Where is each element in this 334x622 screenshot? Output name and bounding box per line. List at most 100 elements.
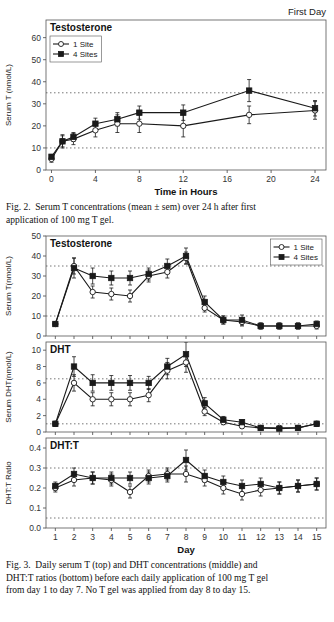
y-tick (43, 37, 46, 38)
error-bar (240, 318, 244, 326)
y-tick (43, 399, 46, 400)
point (258, 323, 263, 328)
error-bar (53, 421, 57, 426)
point (137, 121, 142, 126)
x-tick-label: 0 (49, 174, 54, 184)
error-bar (91, 472, 95, 484)
y-tick (43, 256, 46, 257)
point (202, 473, 207, 478)
x-tick-label: 8 (184, 532, 189, 542)
legend-label: 4 Sites (294, 253, 318, 262)
reference-line (46, 316, 326, 317)
x-tick (55, 528, 56, 531)
x-tick (55, 336, 56, 339)
point (239, 317, 244, 322)
x-tick (316, 336, 317, 339)
point (314, 481, 319, 486)
point (60, 139, 65, 144)
y-tick (43, 382, 46, 383)
legend-label: 4 Sites (73, 50, 97, 59)
x-tick (92, 336, 93, 339)
x-tick (242, 432, 243, 435)
plot-frame (46, 342, 326, 432)
point (295, 425, 300, 430)
point (109, 275, 114, 280)
error-bar (277, 323, 281, 329)
x-tick (279, 528, 280, 531)
x-tick-label: 12 (256, 532, 266, 542)
error-bar (313, 101, 317, 116)
point (49, 154, 54, 159)
error-bar (221, 416, 225, 423)
point (127, 275, 132, 280)
y-tick-label: 6 (36, 378, 41, 388)
y-tick (43, 350, 46, 351)
x-tick-label: 13 (275, 532, 285, 542)
y-tick (43, 296, 46, 297)
point (239, 419, 244, 424)
point (53, 321, 58, 326)
error-bar (115, 113, 119, 126)
caption-line: Fig. 2. Serum T concentrations (mean ± s… (6, 202, 256, 213)
error-bar (128, 271, 132, 285)
point (71, 380, 76, 385)
x-tick (92, 528, 93, 531)
y-tick-label: 60 (32, 33, 42, 43)
y-tick-label: 20 (32, 291, 42, 301)
error-bar (221, 316, 225, 324)
y-tick-label: 2 (36, 411, 41, 421)
reference-line (46, 266, 326, 267)
plot-area (46, 342, 326, 432)
y-tick (43, 432, 46, 433)
legend: 1 Site4 Sites (271, 239, 322, 265)
point (258, 425, 263, 430)
x-tick-label: 2 (72, 532, 77, 542)
point (109, 380, 114, 385)
point (146, 475, 151, 480)
x-tick (271, 170, 272, 173)
series-line (51, 91, 315, 157)
point (202, 409, 207, 414)
error-bar (221, 316, 225, 324)
error-bar (53, 322, 57, 326)
point (183, 253, 188, 258)
error-bar (315, 421, 319, 426)
plot-frame (46, 20, 326, 170)
point (71, 477, 76, 482)
point (71, 265, 76, 270)
point (277, 485, 282, 490)
point (202, 401, 207, 406)
reference-line (46, 92, 326, 93)
x-tick (92, 432, 93, 435)
y-tick (43, 103, 46, 104)
point (165, 473, 170, 478)
x-tick (111, 432, 112, 435)
error-bar (71, 133, 75, 142)
point (258, 323, 263, 328)
point (127, 489, 132, 494)
x-tick (167, 432, 168, 435)
error-bar (277, 323, 281, 329)
point (202, 299, 207, 304)
plot-data (46, 342, 326, 431)
x-tick (186, 528, 187, 531)
legend-marker (59, 52, 64, 57)
point (109, 291, 114, 296)
x-tick (242, 336, 243, 339)
point (277, 425, 282, 430)
error-bar (128, 472, 132, 484)
point (181, 123, 186, 128)
legend-frame (50, 36, 101, 62)
point (314, 321, 319, 326)
error-bar (203, 470, 207, 482)
point (312, 106, 317, 111)
point (109, 397, 114, 402)
error-bar (147, 268, 151, 280)
x-tick (204, 528, 205, 531)
error-bar (72, 258, 76, 278)
y-tick (43, 81, 46, 82)
point (53, 421, 58, 426)
plot-data (46, 450, 326, 518)
legend-frame (271, 239, 322, 265)
y-tick-label: 30 (32, 99, 42, 109)
